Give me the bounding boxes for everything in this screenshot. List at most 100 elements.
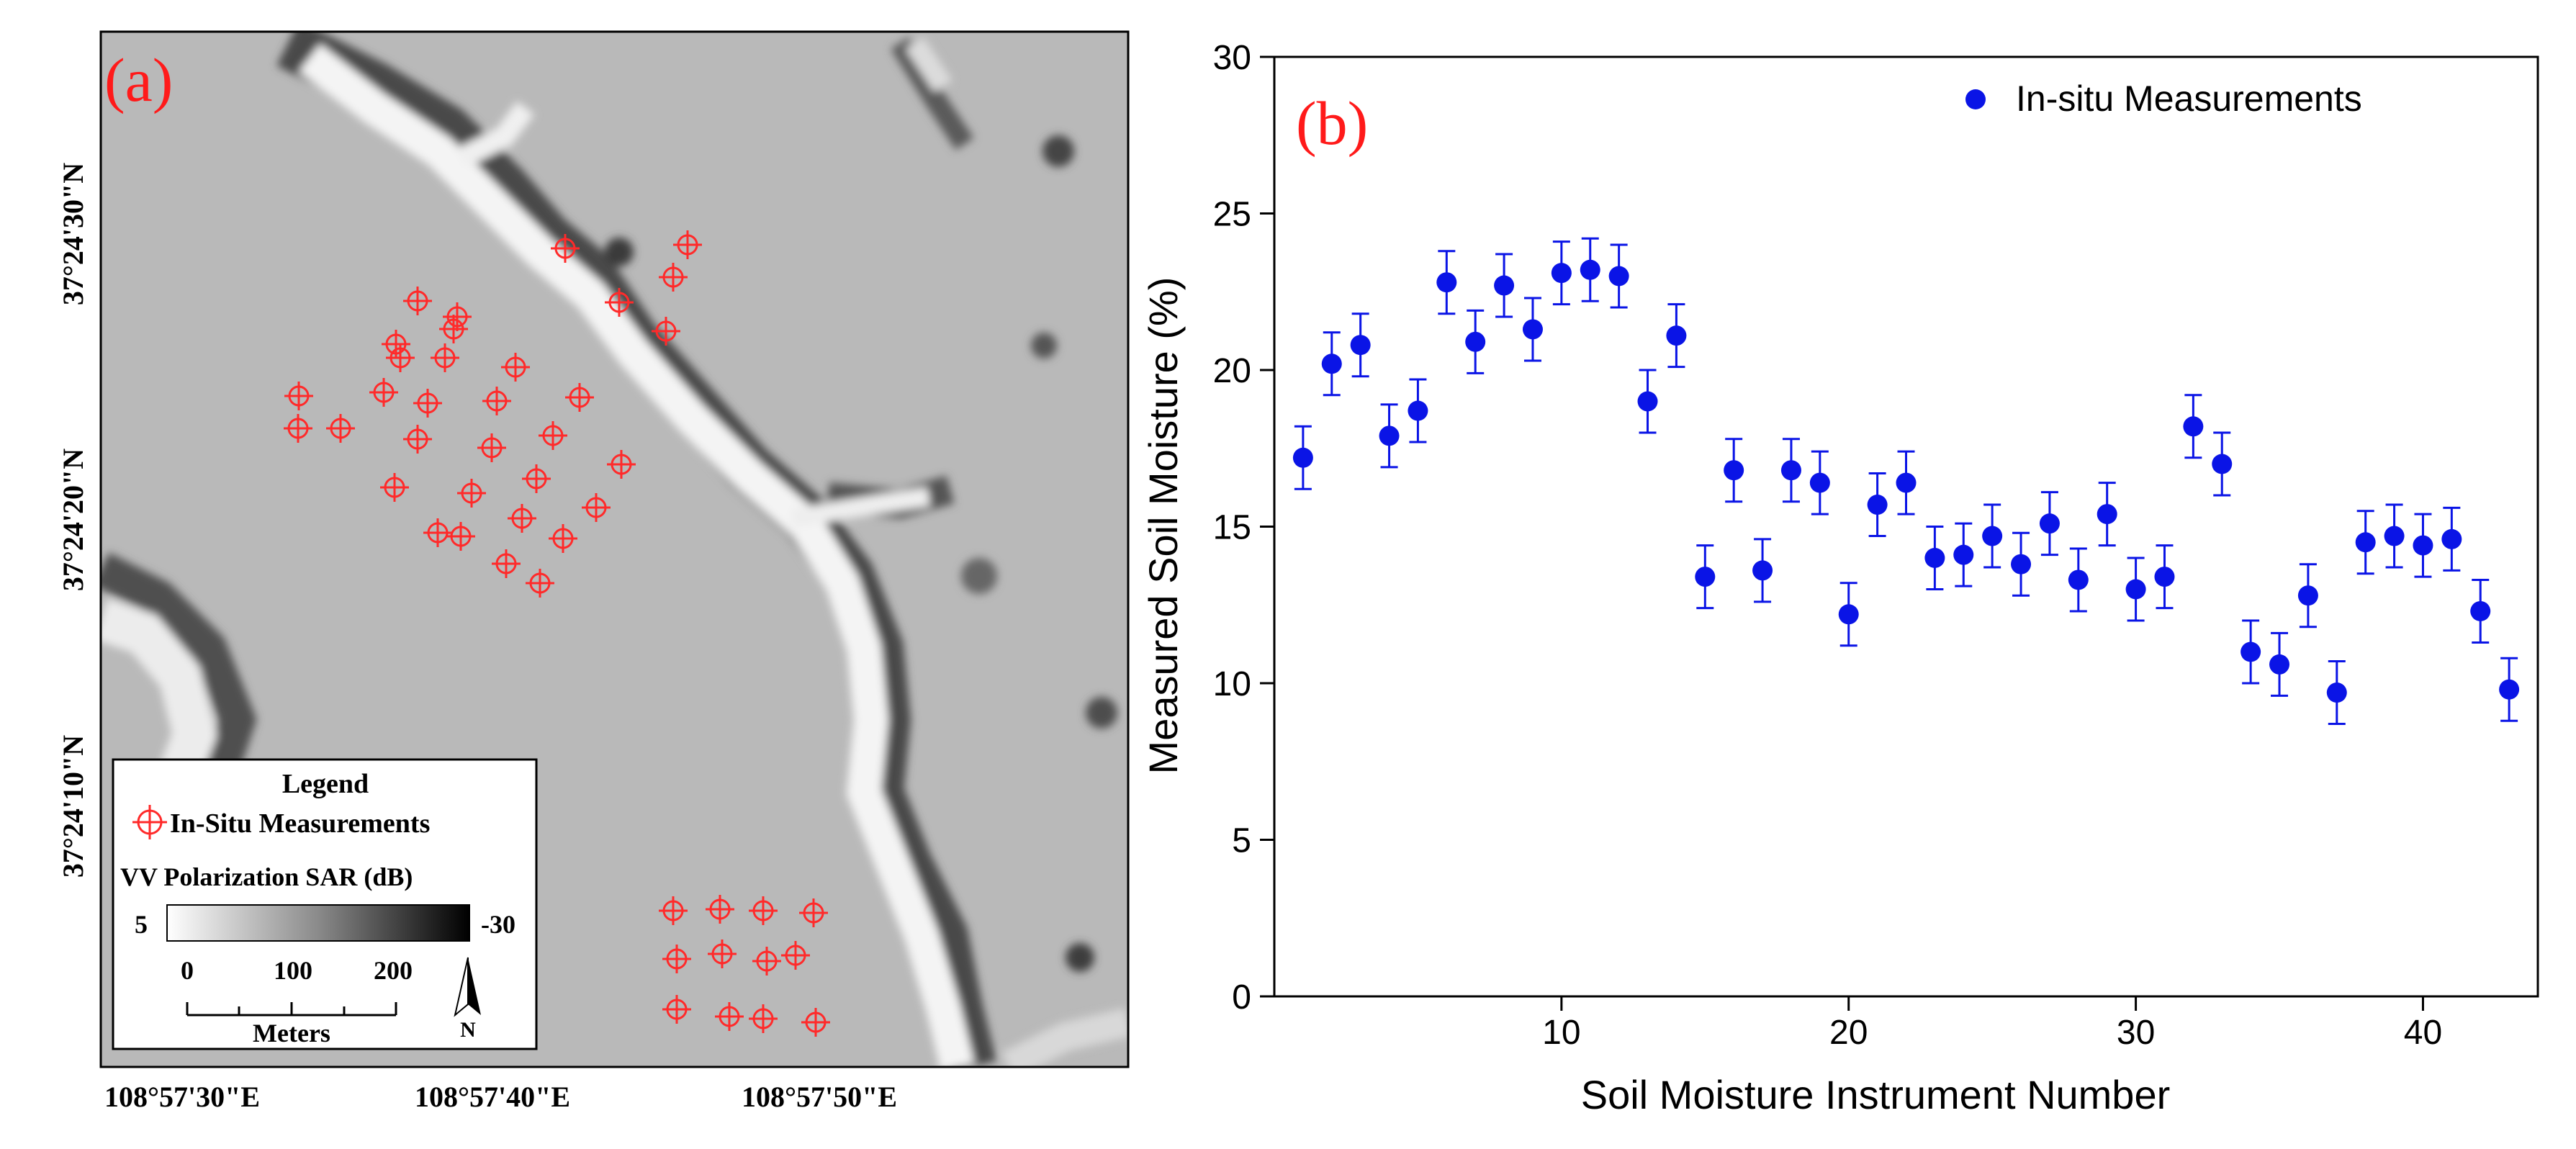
x-axis: 10 20 30 40 [1542, 996, 2442, 1052]
colorbar-title: VV Polarization SAR (dB) [120, 862, 413, 891]
north-arrow-icon [454, 957, 481, 1017]
measurement-marker-icon [662, 945, 691, 973]
colorbar-min-label: 5 [135, 910, 148, 939]
x-tick-label: 10 [1542, 1014, 1580, 1052]
measurement-marker-icon [659, 263, 688, 292]
scale-tick-100: 100 [274, 956, 312, 985]
data-point [1637, 391, 1658, 412]
measurement-marker-icon [443, 302, 472, 331]
data-point [2269, 654, 2290, 675]
measurement-marker-icon [522, 464, 551, 493]
measurement-marker-icon [801, 1008, 830, 1037]
data-point [2212, 454, 2233, 474]
data-point [1724, 460, 1744, 481]
measurement-marker-icon [501, 353, 530, 382]
measurement-marker-icon [457, 479, 486, 508]
data-point [1896, 472, 1917, 493]
lat-tick-20: 37°24'20"N [57, 449, 89, 591]
data-point [2441, 528, 2462, 549]
measurement-marker-icon [382, 330, 410, 359]
scale-tick-0: 0 [181, 956, 194, 985]
lon-tick-50: 108°57'50"E [742, 1081, 897, 1113]
data-point [2499, 679, 2520, 700]
y-tick-label: 30 [1213, 39, 1251, 77]
data-point [2413, 535, 2433, 556]
x-tick-label: 20 [1829, 1014, 1868, 1052]
data-point [1321, 353, 1342, 374]
data-point [1436, 272, 1457, 293]
scale-bar [186, 1002, 397, 1017]
data-point [2039, 513, 2060, 534]
legend-label: In-situ Measurements [2016, 78, 2362, 119]
measurement-marker-icon [706, 895, 734, 924]
data-point [2097, 504, 2117, 525]
measurement-marker-icon [284, 382, 313, 410]
y-tick-label: 10 [1213, 665, 1251, 703]
panel-b-label: (b) [1296, 89, 1368, 158]
soil-moisture-chart: 0 5 10 15 20 25 30 10 20 30 40 (b) In-situ Measur… [1140, 39, 2539, 1117]
measurement-marker-icon [652, 317, 680, 346]
y-tick-label: 0 [1232, 978, 1251, 1017]
measurement-marker-icon [403, 287, 432, 315]
measurement-marker-icon [508, 504, 536, 533]
data-points [1292, 237, 2520, 726]
measurement-marker-icon [781, 941, 810, 970]
data-point [2241, 641, 2261, 662]
data-point [1551, 263, 1572, 284]
measurement-marker-icon [749, 896, 778, 925]
data-point [1580, 259, 1600, 280]
measurement-marker-icon [526, 569, 554, 598]
x-tick-label: 40 [2404, 1014, 2442, 1052]
chart-legend: In-situ Measurements [1965, 78, 2362, 119]
data-point [1867, 495, 1888, 515]
colorbar-max-label: -30 [481, 910, 515, 939]
legend-marker-label: In-Situ Measurements [170, 808, 430, 839]
legend-title: Legend [282, 769, 369, 799]
data-point [2154, 567, 2175, 587]
data-point [2326, 682, 2347, 703]
measurement-marker-icon [752, 947, 781, 975]
y-tick-label: 15 [1213, 509, 1251, 547]
measurement-marker-icon [659, 896, 688, 925]
measurement-marker-icon [799, 898, 828, 927]
lat-tick-30: 37°24'30"N [57, 163, 89, 305]
map-legend: Legend In-Situ Measurements VV Polarizat… [112, 758, 538, 1050]
y-tick-label: 25 [1213, 196, 1251, 234]
data-point [2470, 600, 2491, 621]
panel-a-label: (a) [104, 45, 173, 114]
data-point [1924, 548, 1945, 568]
measurement-marker-icon [423, 518, 452, 547]
measurement-marker-icon [551, 234, 580, 263]
data-point [2384, 526, 2405, 546]
data-point [1838, 604, 1859, 625]
measurement-marker-icon [605, 288, 634, 317]
y-axis-label: Measured Soil Moisture (%) [1140, 277, 1186, 775]
data-point [1292, 447, 1313, 468]
measurement-marker-icon [749, 1004, 778, 1033]
measurement-marker-icon [715, 1002, 744, 1031]
measurement-marker-icon [369, 378, 398, 407]
scale-tick-200: 200 [374, 956, 413, 985]
lon-tick-40: 108°57'40"E [415, 1081, 570, 1113]
y-tick-label: 5 [1232, 822, 1251, 860]
measurement-marker-icon [284, 414, 312, 443]
data-point [1666, 325, 1687, 346]
y-tick-label: 20 [1213, 352, 1251, 390]
data-point [1752, 560, 1773, 581]
measurement-marker-icon [565, 383, 594, 412]
map-frame [99, 30, 1130, 1068]
sar-map-panel: Legend In-Situ Measurements VV Polarizat… [57, 30, 1130, 1113]
data-point [1522, 319, 1543, 340]
measurement-marker-icon [403, 425, 432, 454]
measurement-marker-icon [662, 995, 691, 1024]
legend-marker-icon [132, 805, 167, 839]
y-axis: 0 5 10 15 20 25 30 [1213, 39, 1274, 1017]
measurement-marker-icon [439, 315, 468, 343]
data-point [1695, 567, 1716, 587]
x-axis-label: Soil Moisture Instrument Number [1581, 1072, 2171, 1117]
plot-area [1273, 55, 2539, 998]
measurement-marker-icon [492, 549, 521, 578]
data-point [1408, 400, 1428, 421]
